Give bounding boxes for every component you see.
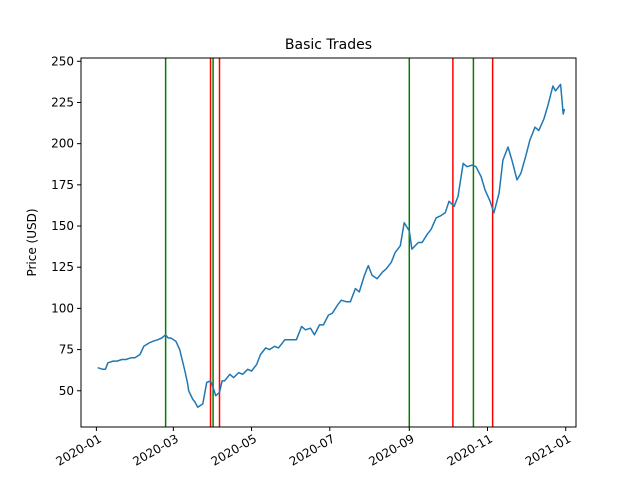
x-tick-label: 2021-01	[523, 431, 573, 468]
trade-lines	[164, 58, 494, 427]
x-tick-label: 2020-05	[209, 431, 259, 468]
y-axis-label: Price (USD)	[25, 208, 39, 276]
x-tick-label: 2020-09	[366, 431, 416, 468]
price-series	[97, 83, 566, 408]
y-tick-label: 150	[51, 219, 74, 233]
x-axis-ticks: 2020-01 2020-03 2020-05 2020-07 2020-09 2020-…	[53, 427, 573, 469]
x-tick-label: 2020-03	[130, 431, 180, 468]
x-tick-label: 2020-07	[287, 431, 337, 468]
price-line	[97, 83, 566, 408]
y-tick-label: 50	[59, 384, 74, 398]
y-tick-label: 200	[51, 137, 74, 151]
y-tick-label: 175	[51, 178, 74, 192]
x-tick-label: 2020-11	[445, 431, 495, 468]
y-tick-label: 225	[51, 95, 74, 109]
chart-title: Basic Trades	[285, 37, 372, 53]
y-tick-label: 250	[51, 54, 74, 68]
y-tick-label: 125	[51, 260, 74, 274]
x-tick-label: 2020-01	[53, 431, 103, 468]
y-axis-ticks: 50 75 100 125 150 175 200 225 250	[51, 54, 81, 398]
y-tick-label: 100	[51, 301, 74, 315]
y-tick-label: 75	[59, 343, 74, 357]
plot-frame	[80, 57, 577, 428]
